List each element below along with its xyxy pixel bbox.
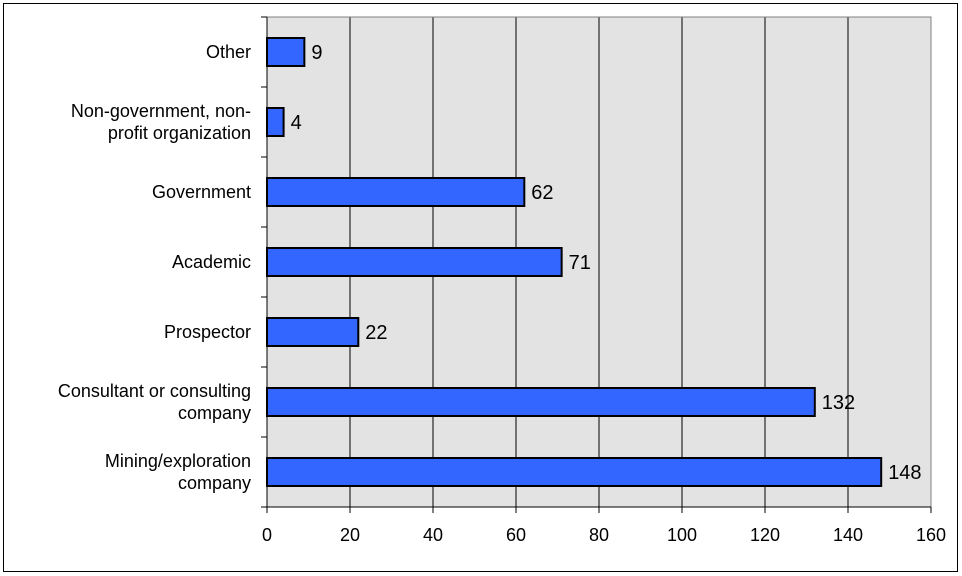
- x-tick-label: 100: [667, 525, 697, 545]
- data-label: 4: [291, 112, 302, 134]
- bar: [266, 177, 526, 207]
- x-tick-label: 80: [589, 525, 609, 545]
- category-label: Consultant or consulting company: [58, 381, 251, 423]
- bar: [266, 387, 816, 417]
- x-tick-label: 60: [506, 525, 526, 545]
- x-tick-label: 40: [423, 525, 443, 545]
- x-tick-label: 0: [262, 525, 272, 545]
- data-label: 62: [531, 182, 553, 204]
- bar: [266, 457, 883, 487]
- category-label: Other: [206, 42, 251, 62]
- category-label: Government: [152, 182, 251, 202]
- data-label: 9: [311, 42, 322, 64]
- bar: [266, 317, 360, 347]
- bar: [266, 107, 285, 137]
- x-tick-label: 20: [340, 525, 360, 545]
- data-label: 148: [888, 462, 921, 484]
- bar: [266, 247, 563, 277]
- bar: [266, 37, 306, 67]
- x-tick-label: 160: [916, 525, 946, 545]
- x-tick-label: 120: [750, 525, 780, 545]
- x-tick-label: 140: [833, 525, 863, 545]
- category-label: Non-government, non-profit organization: [71, 101, 251, 143]
- data-label: 22: [365, 322, 387, 344]
- category-label: Prospector: [164, 322, 251, 342]
- data-label: 71: [569, 252, 591, 274]
- category-label: Mining/exploration company: [105, 451, 251, 493]
- category-label: Academic: [172, 252, 251, 272]
- data-label: 132: [822, 392, 855, 414]
